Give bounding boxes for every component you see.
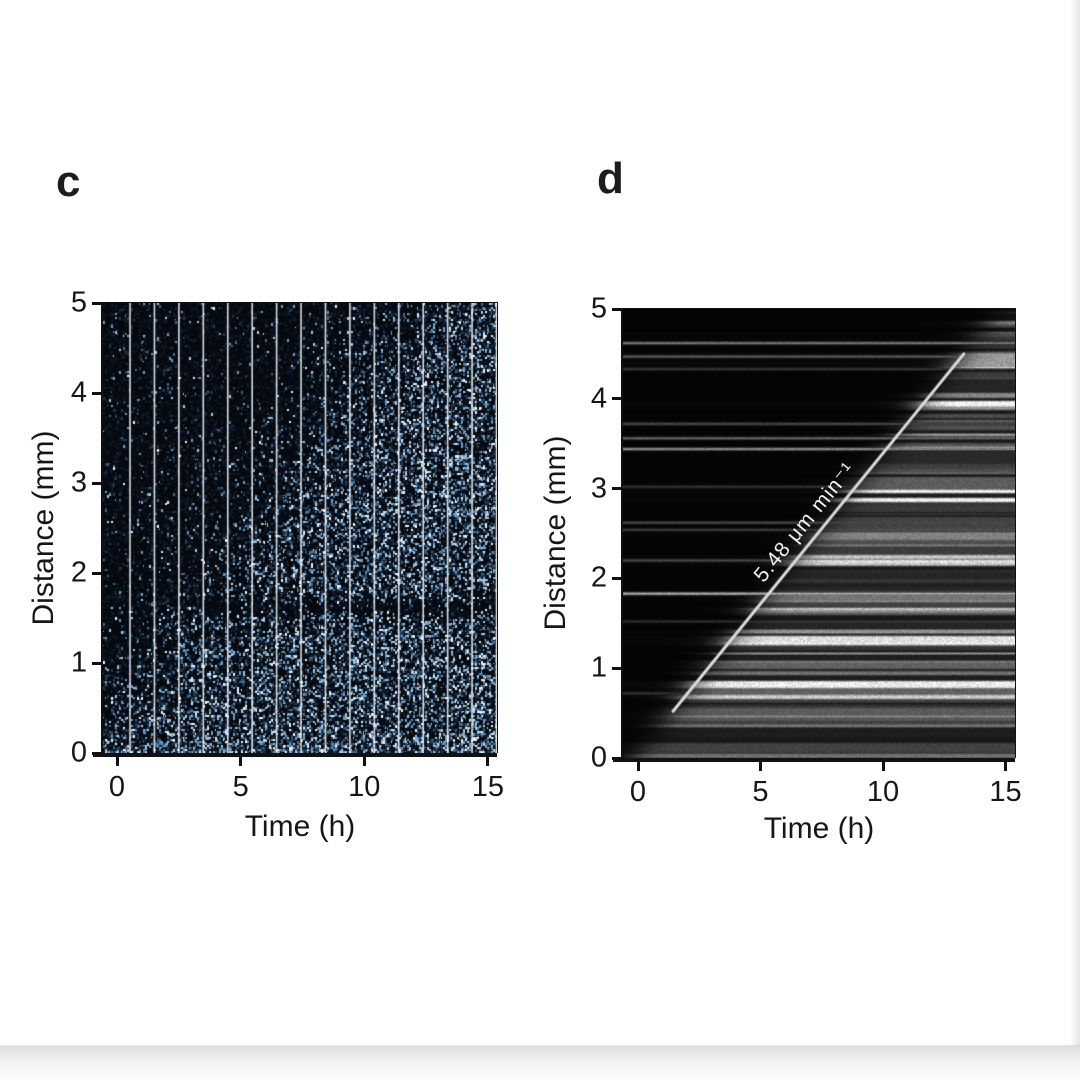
x-tick-label: 0 bbox=[108, 771, 126, 803]
y-tick-label: 0 bbox=[70, 736, 87, 769]
x-tick-label: 5 bbox=[752, 776, 769, 808]
y-tick-label: 5 bbox=[590, 292, 607, 325]
x-tick-mark bbox=[239, 757, 243, 766]
y-tick-mark bbox=[612, 307, 621, 311]
panel-c-left-spine bbox=[101, 302, 103, 753]
panel-c-kymograph bbox=[93, 302, 498, 757]
x-tick-label: 15 bbox=[989, 776, 1022, 808]
x-tick-mark bbox=[115, 757, 119, 766]
y-tick-mark bbox=[92, 391, 101, 395]
x-tick-label: 5 bbox=[232, 771, 249, 803]
panel-d-top-spine bbox=[623, 308, 1015, 309]
panel-d-left-spine bbox=[621, 308, 623, 758]
x-tick-mark bbox=[759, 762, 762, 771]
x-tick-label: 15 bbox=[471, 771, 505, 803]
y-tick-mark bbox=[612, 487, 621, 491]
y-tick-label: 3 bbox=[70, 466, 87, 499]
y-tick-label: 1 bbox=[70, 646, 87, 679]
y-tick-mark bbox=[92, 751, 101, 755]
y-tick-mark bbox=[612, 756, 621, 760]
y-tick-mark bbox=[92, 571, 101, 575]
panel-d-x-axis-title: Time (h) bbox=[763, 812, 875, 845]
panel-c-y-axis-title: Distance (mm) bbox=[27, 430, 60, 626]
y-tick-label: 4 bbox=[70, 376, 87, 409]
x-tick-mark bbox=[362, 757, 366, 766]
y-tick-label: 1 bbox=[590, 651, 607, 684]
panel-d-image bbox=[623, 309, 1015, 758]
panel-c-x-axis-title: Time (h) bbox=[244, 810, 356, 843]
y-tick-mark bbox=[612, 576, 621, 580]
panel-d-right-spine bbox=[1015, 308, 1016, 758]
y-tick-label: 3 bbox=[590, 472, 607, 505]
y-tick-mark bbox=[92, 301, 101, 305]
x-tick-mark bbox=[486, 757, 490, 766]
panel-c-label: c bbox=[56, 157, 81, 206]
panel-c-x-axis-spine bbox=[93, 753, 497, 757]
panel-d-label: d bbox=[597, 154, 624, 203]
panel-d-x-axis-spine bbox=[613, 758, 1015, 762]
card-right-shadow bbox=[1070, 0, 1080, 1046]
y-tick-mark bbox=[612, 397, 621, 401]
panel-c-top-spine bbox=[103, 302, 497, 303]
y-tick-label: 0 bbox=[590, 741, 607, 774]
panel-c-image bbox=[103, 303, 497, 753]
y-tick-label: 5 bbox=[70, 286, 87, 319]
card-bottom-shadow bbox=[0, 1045, 1080, 1080]
y-tick-label: 2 bbox=[590, 561, 607, 594]
panel-c-right-spine bbox=[497, 302, 498, 753]
y-tick-label: 4 bbox=[590, 382, 607, 415]
x-tick-mark bbox=[1004, 762, 1007, 771]
x-tick-label: 0 bbox=[629, 776, 647, 808]
panel-d-y-axis-title: Distance (mm) bbox=[539, 435, 572, 631]
y-tick-label: 2 bbox=[70, 556, 87, 589]
x-tick-mark bbox=[881, 762, 885, 771]
x-tick-label: 10 bbox=[348, 771, 381, 803]
y-tick-mark bbox=[92, 481, 101, 485]
y-tick-mark bbox=[612, 666, 621, 670]
y-tick-mark bbox=[92, 661, 101, 665]
x-tick-label: 10 bbox=[866, 776, 900, 808]
x-tick-mark bbox=[636, 762, 640, 771]
panel-d-kymograph: 5.48 μm min⁻¹ bbox=[613, 308, 1016, 762]
